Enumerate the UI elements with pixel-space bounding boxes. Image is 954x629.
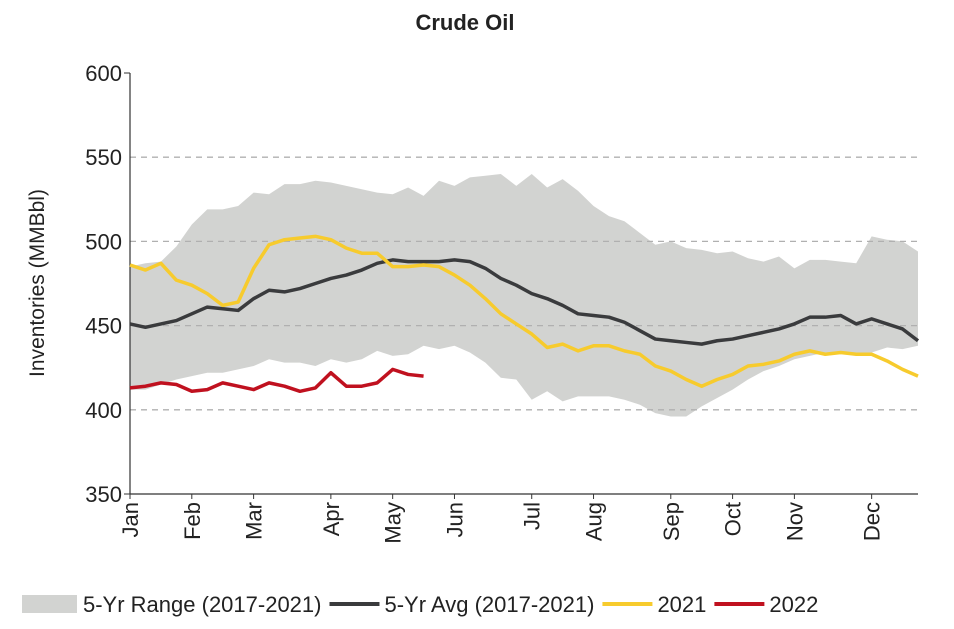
series-line [129, 234, 919, 388]
x-tick-label: Sep [659, 502, 684, 541]
y-tick-label: 350 [85, 482, 122, 507]
x-tick-label: Jan [118, 502, 143, 537]
x-tick-label: Feb [180, 502, 205, 540]
x-tick-label: Mar [242, 502, 267, 540]
x-tick-label: Jul [520, 502, 545, 530]
y-tick-label: 600 [85, 61, 122, 86]
series-line [129, 367, 424, 394]
plot-background [130, 174, 918, 417]
legend-label: 5-Yr Range (2017-2021) [83, 592, 321, 617]
y-tick-label: 400 [85, 398, 122, 423]
x-tick-label: Jun [442, 502, 467, 537]
chart-title: Crude Oil [415, 10, 514, 35]
series-line [129, 258, 920, 346]
x-tick-label: Oct [721, 502, 746, 536]
x-tick-label: Nov [782, 502, 807, 541]
y-tick-label: 550 [85, 145, 122, 170]
legend-label: 5-Yr Avg (2017-2021) [384, 592, 594, 617]
x-tick-label: Dec [860, 502, 885, 541]
legend-swatch [22, 595, 77, 613]
legend-label: 2022 [769, 592, 818, 617]
range-area [130, 174, 918, 417]
y-axis-label: Inventories (MMBbl) [26, 189, 49, 377]
y-tick-label: 450 [85, 314, 122, 339]
legend-label: 2021 [657, 592, 706, 617]
y-tick-label: 500 [85, 229, 122, 254]
x-tick-label: Aug [582, 502, 607, 541]
x-tick-label: Apr [319, 502, 344, 536]
x-tick-label: May [381, 502, 406, 544]
